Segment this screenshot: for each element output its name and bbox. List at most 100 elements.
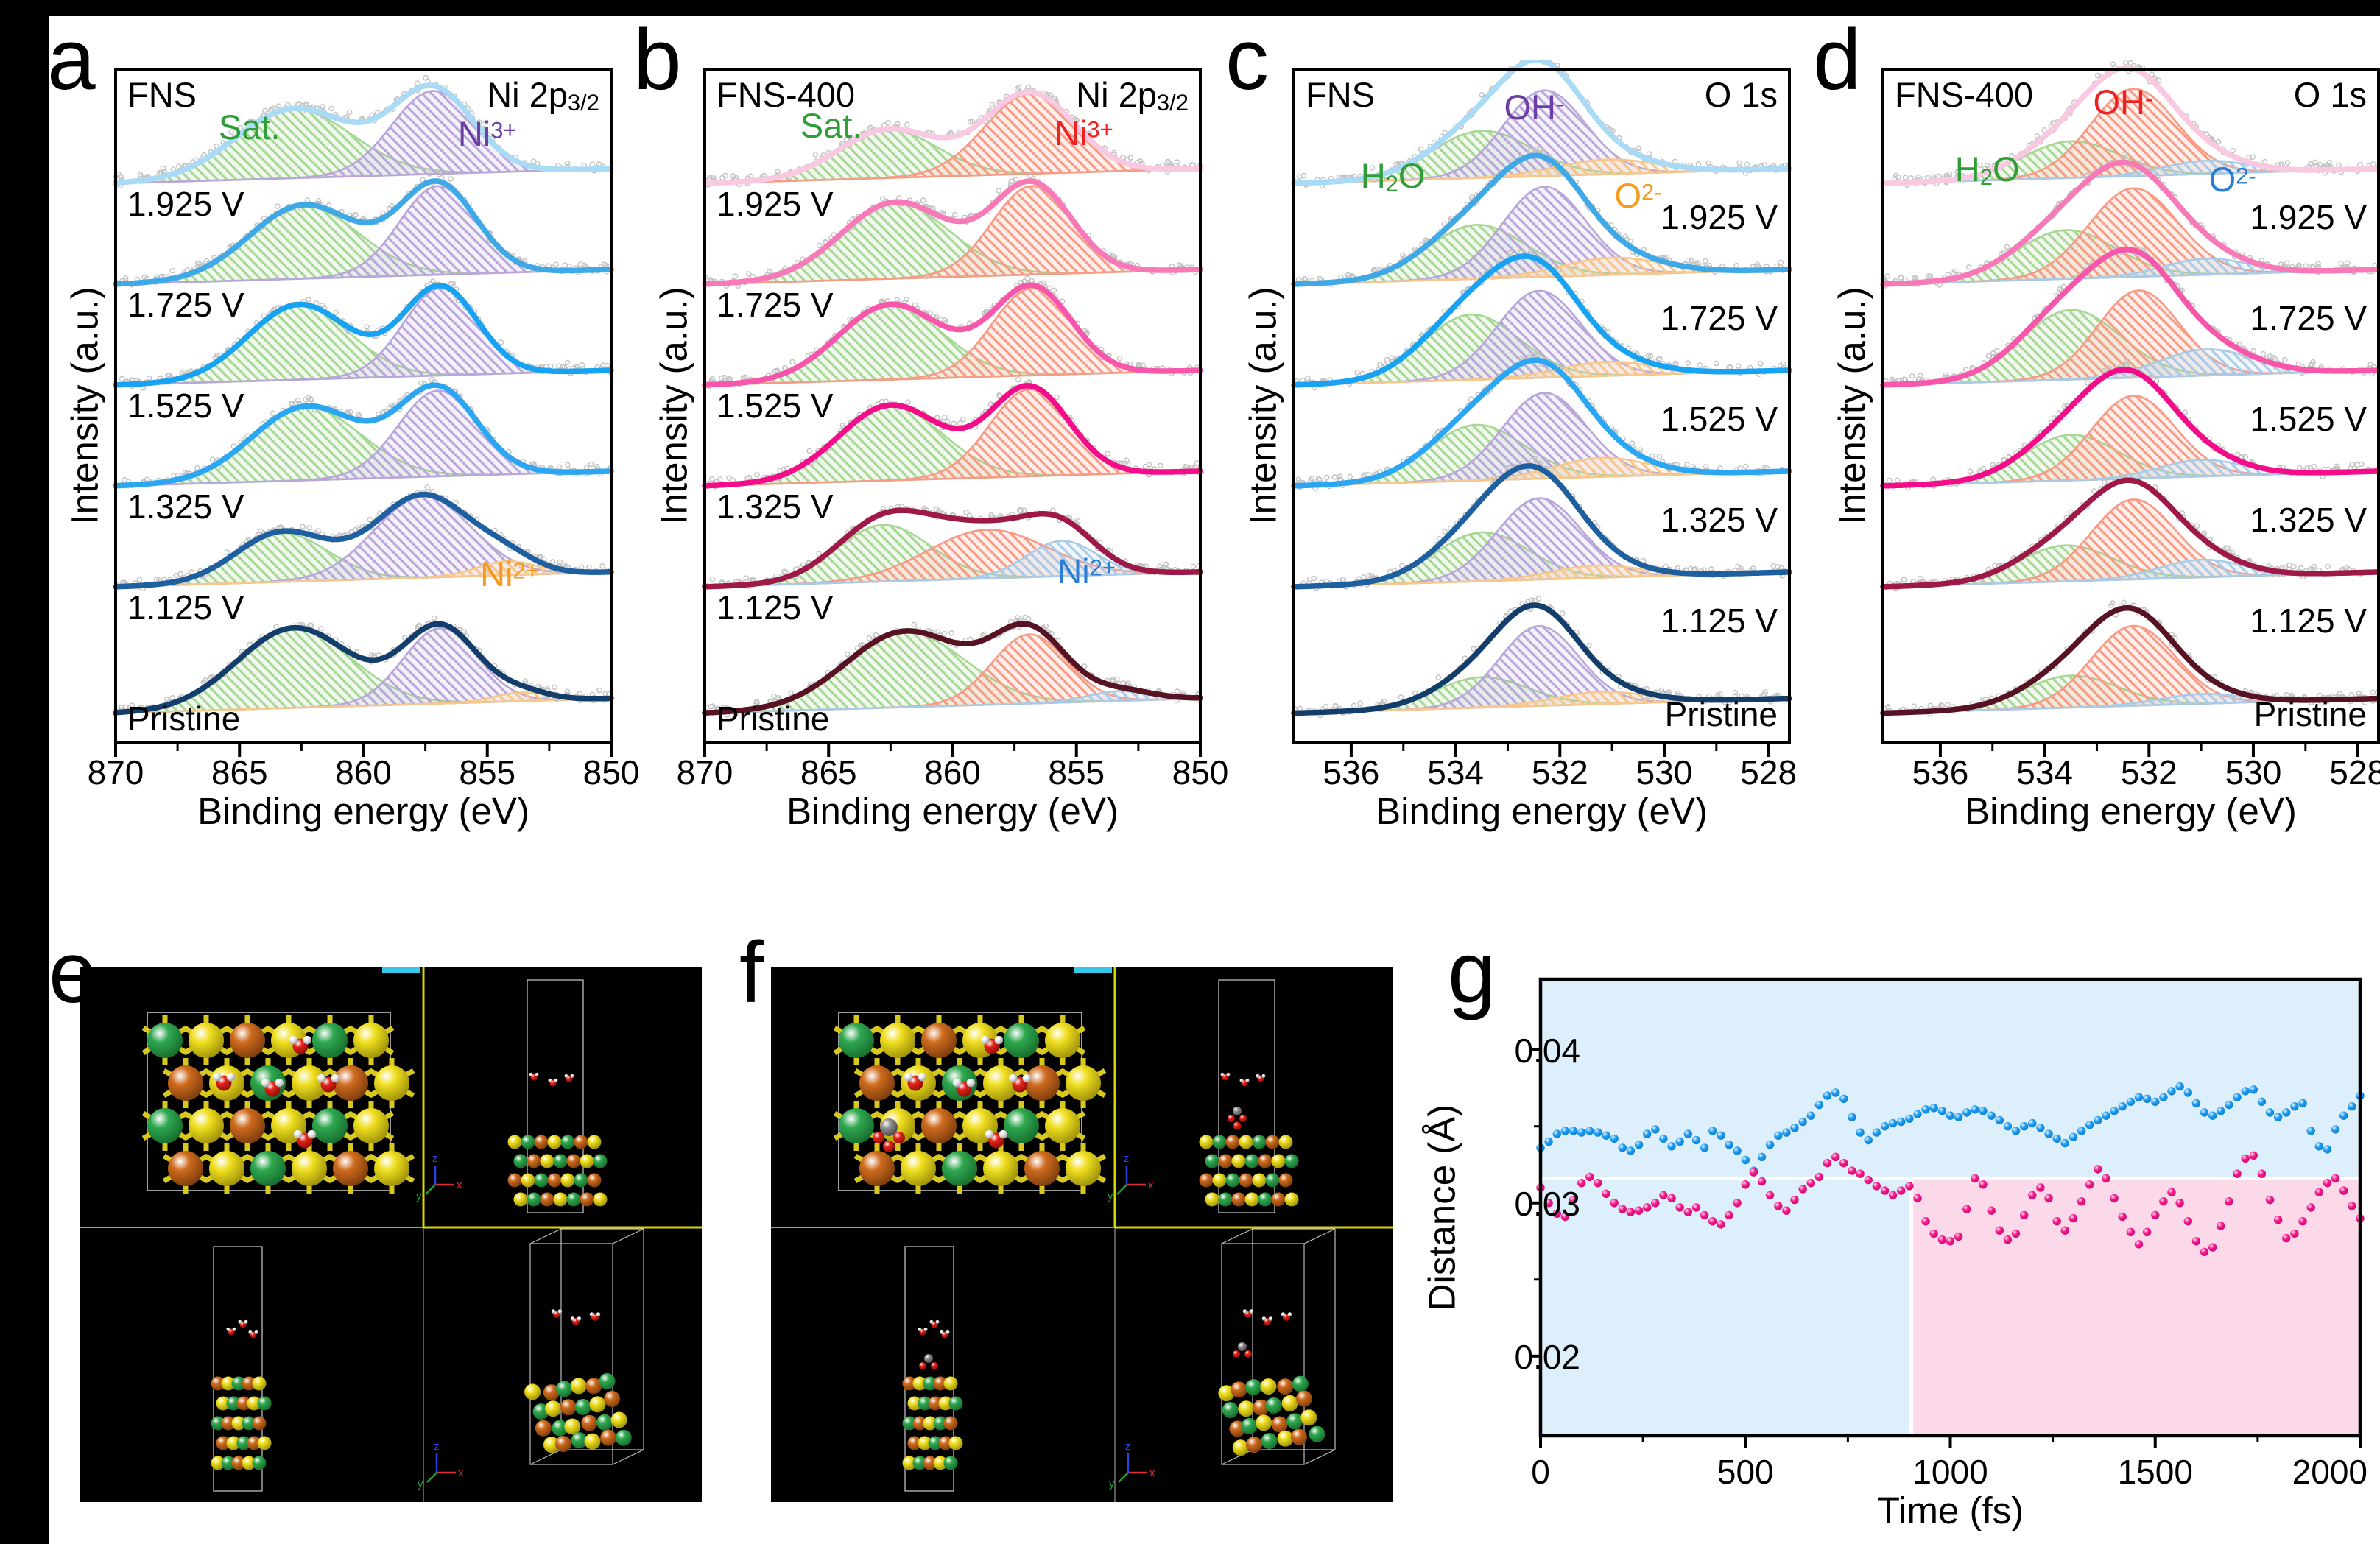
- panel-a-region: Ni 2p3/2: [116, 77, 599, 116]
- svg-text:y: y: [418, 1478, 423, 1490]
- region-sub: 3/2: [1156, 90, 1189, 116]
- panel-a-plot: [113, 68, 614, 757]
- panel-g-xlabel: Time (fs): [1876, 1490, 2024, 1531]
- voltage-label-Pristine: Pristine: [2253, 695, 2367, 733]
- voltage-label-Pristine: Pristine: [1664, 695, 1778, 733]
- tick-a-865: 865: [211, 753, 268, 792]
- panel-a-ylabel: Intensity (a.u.): [63, 286, 106, 525]
- voltage-label-1325V: 1.325 V: [1661, 500, 1778, 539]
- voltage-label-1125V: 1.125 V: [2250, 601, 2367, 640]
- gtick-x-0: 0: [1531, 1453, 1550, 1491]
- panel-d-region: O 1s: [1883, 77, 2367, 113]
- panel-d-xlabel: Binding energy (eV): [1965, 790, 2297, 832]
- svg-text:y: y: [1109, 1478, 1115, 1490]
- panel-c-ylabel: Intensity (a.u.): [1242, 286, 1284, 525]
- voltage-label-1925V: 1.925 V: [127, 185, 244, 224]
- tick-c-528: 528: [1740, 753, 1798, 792]
- gtick-x-500: 500: [1717, 1453, 1774, 1491]
- tick-d-536: 536: [1912, 753, 1969, 792]
- region-sub: 3/2: [567, 90, 599, 116]
- voltage-label-1525V: 1.525 V: [127, 386, 244, 425]
- annotation-2: Ni2+: [1057, 551, 1116, 591]
- voltage-label-Pristine: Pristine: [717, 699, 830, 738]
- voltage-label-1925V: 1.925 V: [717, 185, 834, 224]
- annotation-1: OH-: [2093, 82, 2153, 121]
- panel-letter-c: c: [1225, 11, 1269, 108]
- svg-text:y: y: [416, 1190, 422, 1202]
- panel-c-xlabel: Binding energy (eV): [1376, 790, 1708, 832]
- tick-b-855: 855: [1048, 753, 1105, 792]
- voltage-label-1125V: 1.125 V: [1661, 601, 1778, 640]
- panel-c-sample: FNS: [1306, 75, 1375, 114]
- panel-c-plot: [1291, 60, 1792, 757]
- tick-d-534: 534: [2016, 753, 2073, 792]
- region-base: O 1s: [1704, 75, 1778, 114]
- svg-text:x: x: [1148, 1179, 1154, 1191]
- tick-c-534: 534: [1427, 753, 1484, 792]
- tick-b-850: 850: [1172, 753, 1229, 792]
- voltage-label-1725V: 1.725 V: [1661, 299, 1778, 338]
- annotation-0: H2O: [1954, 149, 2020, 190]
- top-border: [0, 0, 2380, 16]
- panel-d-plot: [1880, 60, 2380, 757]
- panel-g-plot: [1529, 977, 2365, 1448]
- region-base: Ni 2p: [1076, 75, 1157, 114]
- voltage-label-1925V: 1.925 V: [2250, 198, 2367, 237]
- voltage-label-1325V: 1.325 V: [2250, 500, 2367, 539]
- left-border: [0, 0, 49, 1544]
- svg-text:z: z: [1124, 1152, 1130, 1165]
- voltage-label-Pristine: Pristine: [127, 699, 241, 738]
- panel-g-ylabel: Distance (Å): [1420, 1104, 1463, 1311]
- panel-f-viewports: x z y x z y: [771, 967, 1393, 1502]
- tick-a-850: 850: [582, 753, 640, 792]
- panel-b-plot: [702, 68, 1203, 757]
- region-base: Ni 2p: [487, 75, 568, 114]
- tick-b-860: 860: [924, 753, 981, 792]
- panel-letter-d: d: [1813, 11, 1862, 108]
- panel-b-xlabel: Binding energy (eV): [786, 790, 1119, 832]
- svg-text:z: z: [1125, 1440, 1131, 1453]
- annotation-2: O2-: [2208, 159, 2256, 199]
- voltage-label-1525V: 1.525 V: [1661, 399, 1778, 438]
- panel-e-viewports: x z y x z y: [80, 967, 702, 1502]
- gtick-x-1000: 1000: [1912, 1453, 1988, 1491]
- tick-d-528: 528: [2329, 753, 2380, 792]
- tick-d-530: 530: [2225, 753, 2282, 792]
- gtick-y-0.03: 0.03: [1514, 1184, 1580, 1223]
- gtick-y-0.04: 0.04: [1514, 1031, 1580, 1070]
- svg-text:x: x: [458, 1467, 464, 1479]
- gtick-y-0.02: 0.02: [1514, 1337, 1580, 1376]
- tick-a-855: 855: [459, 753, 516, 792]
- voltage-label-1125V: 1.125 V: [127, 588, 244, 627]
- gtick-x-2000: 2000: [2292, 1453, 2367, 1491]
- tick-d-532: 532: [2120, 753, 2177, 792]
- svg-text:z: z: [434, 1440, 440, 1453]
- panel-b-region: Ni 2p3/2: [705, 77, 1189, 116]
- voltage-label-1925V: 1.925 V: [1661, 198, 1778, 237]
- tick-b-870: 870: [676, 753, 733, 792]
- voltage-label-1725V: 1.725 V: [717, 286, 834, 325]
- tick-c-536: 536: [1323, 753, 1380, 792]
- svg-text:y: y: [1108, 1190, 1113, 1202]
- annotation-1: Ni3+: [457, 114, 517, 154]
- voltage-label-1725V: 1.725 V: [2250, 299, 2367, 338]
- tick-b-865: 865: [800, 753, 857, 792]
- annotation-2: Ni2+: [480, 554, 539, 593]
- voltage-label-1725V: 1.725 V: [127, 286, 244, 325]
- annotation-1: OH-: [1504, 87, 1564, 127]
- annotation-0: Sat.: [218, 107, 281, 147]
- voltage-label-1525V: 1.525 V: [2250, 399, 2367, 438]
- panel-letter-b: b: [633, 11, 682, 108]
- panel-b-ylabel: Intensity (a.u.): [652, 286, 695, 525]
- region-base: O 1s: [2293, 75, 2367, 114]
- voltage-label-1325V: 1.325 V: [127, 487, 244, 526]
- panel-d-sample: FNS-400: [1895, 75, 2034, 114]
- svg-text:x: x: [1149, 1467, 1155, 1479]
- panel-letter-g: g: [1448, 924, 1496, 1021]
- panel-b-sample: FNS-400: [717, 75, 856, 114]
- annotation-0: Sat.: [800, 105, 862, 145]
- svg-text:x: x: [457, 1179, 462, 1191]
- tick-a-860: 860: [335, 753, 392, 792]
- gtick-x-1500: 1500: [2117, 1453, 2193, 1491]
